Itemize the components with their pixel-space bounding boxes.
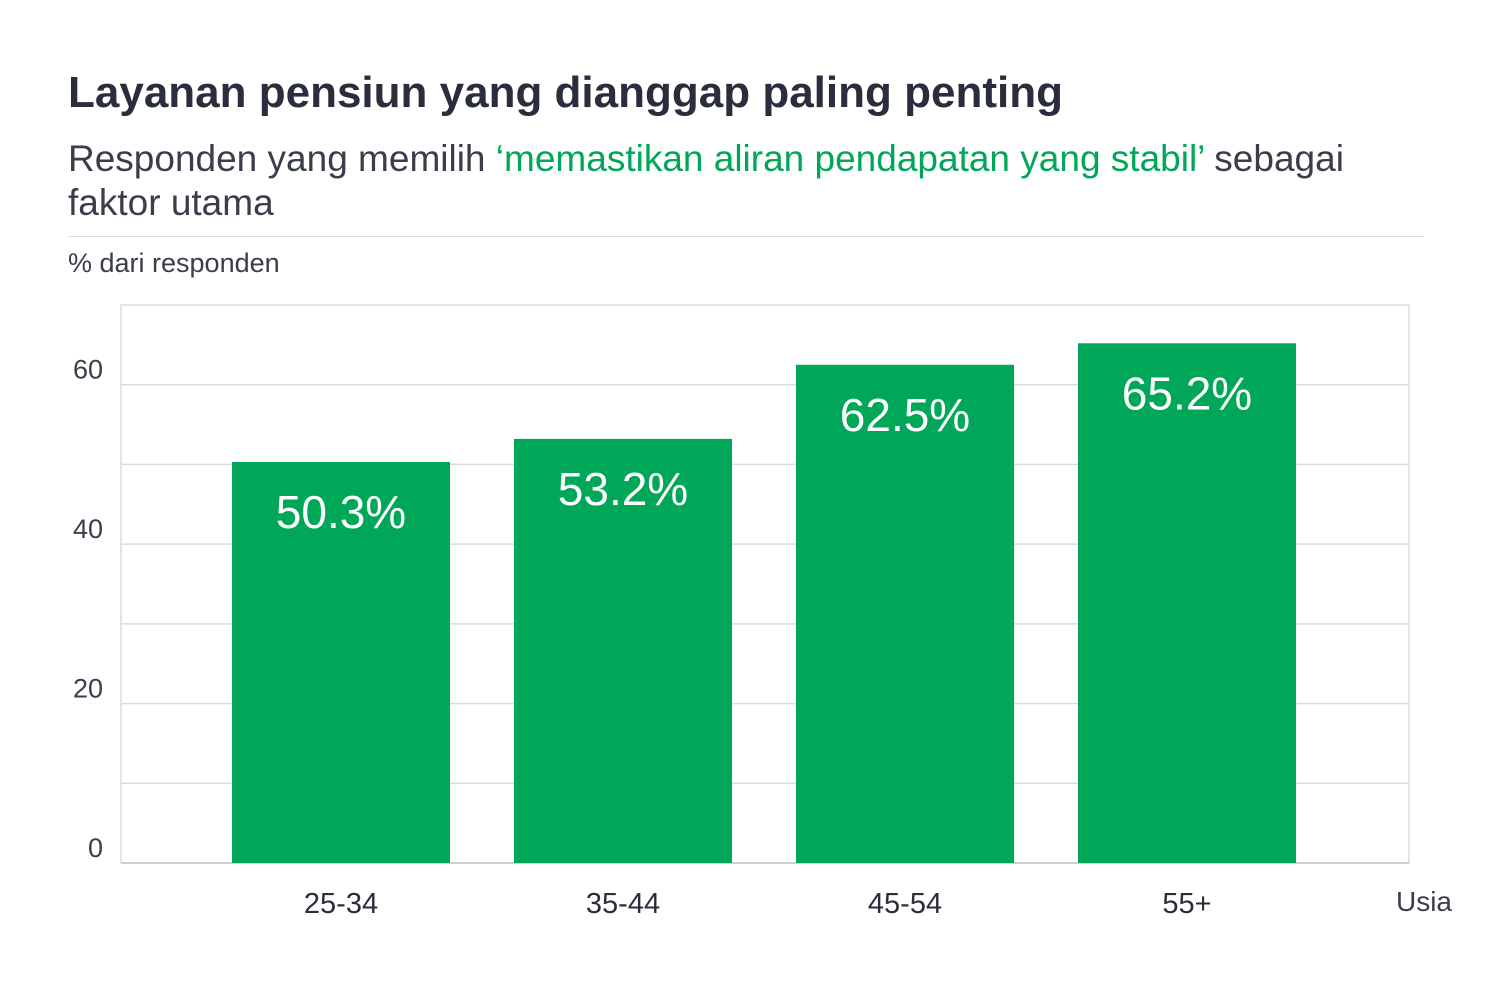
header-divider	[68, 236, 1424, 237]
x-axis-label: Usia	[1396, 886, 1452, 917]
chart-subtitle: Responden yang memilih ‘memastikan alira…	[68, 137, 1428, 225]
bar	[514, 438, 732, 863]
bar	[1078, 343, 1296, 864]
x-tick-label: 25-34	[304, 888, 378, 920]
x-tick-label: 45-54	[868, 888, 942, 920]
x-tick-labels: 25-34 35-44 45-54 55+	[304, 888, 1212, 920]
y-axis-label: % dari responden	[68, 248, 280, 278]
subtitle-prefix: Responden yang memilih	[68, 138, 496, 179]
y-tick-label: 60	[73, 355, 103, 385]
chart-title: Layanan pensiun yang dianggap paling pen…	[68, 68, 1063, 117]
y-tick-label: 0	[88, 833, 103, 863]
x-tick-label: 55+	[1162, 888, 1211, 920]
y-tick-label: 20	[73, 674, 103, 704]
bar	[232, 462, 450, 863]
subtitle-suffix: sebagai faktor utama	[68, 138, 1344, 223]
value-label: 62.5%	[840, 389, 970, 441]
value-labels: 50.3% 53.2% 62.5% 65.2%	[276, 367, 1252, 538]
bar	[796, 364, 1014, 863]
value-label: 50.3%	[276, 486, 406, 538]
y-tick-labels: 0 20 40 60	[73, 355, 103, 863]
y-tick-label: 40	[73, 514, 103, 544]
x-tick-label: 35-44	[586, 888, 660, 920]
bars	[232, 343, 1296, 864]
value-label: 65.2%	[1122, 367, 1252, 419]
value-label: 53.2%	[558, 463, 688, 515]
subtitle-highlight: ‘memastikan aliran pendapatan yang stabi…	[495, 138, 1205, 179]
